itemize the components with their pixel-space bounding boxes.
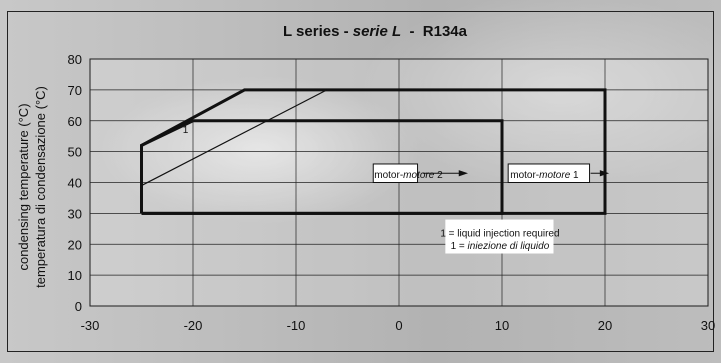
y-tick-label: 80 [68, 52, 82, 67]
y-axis-label-line1: condensing temperature (°C) [16, 103, 31, 270]
y-tick-label: 0 [75, 299, 82, 314]
note-line2: 1 = iniezione di liquido [451, 241, 550, 252]
y-tick-label: 10 [68, 268, 82, 283]
x-tick-label: 0 [395, 318, 402, 333]
x-tick-label: 20 [598, 318, 612, 333]
chart-title-part2: serie L [353, 23, 401, 40]
x-tick-label: -20 [184, 318, 203, 333]
x-tick-label: 30 [701, 318, 715, 333]
x-tick-label: 10 [495, 318, 509, 333]
motor2-label: motor-motore 2 [374, 170, 443, 181]
motor2-arrowhead [458, 170, 469, 177]
y-tick-label: 30 [68, 206, 82, 221]
chart-title-part1: L series - [283, 23, 353, 40]
chart-title: L series - serie L - R134a [283, 23, 468, 40]
x-tick-label: -10 [287, 318, 306, 333]
region-marker: 1 [183, 125, 189, 136]
y-tick-label: 50 [68, 145, 82, 160]
y-tick-label: 40 [68, 176, 82, 191]
x-tick-label: -30 [81, 318, 100, 333]
liquid-injection-line [141, 89, 328, 187]
motor2-label-box [372, 163, 419, 184]
y-tick-label: 60 [68, 114, 82, 129]
motor1-arrowhead [599, 170, 610, 177]
motor1-label: motor-motore 1 [510, 170, 579, 181]
envelope-motor2 [140, 119, 504, 215]
y-tick-label: 70 [68, 83, 82, 98]
chart-frame [7, 11, 714, 352]
note-box [445, 219, 554, 254]
note-line1: 1 = liquid injection required [440, 229, 559, 240]
motor1-label-box [507, 163, 591, 184]
y-axis-label-line2: temperatura di condensazione (°C) [33, 86, 48, 288]
chart-title-part3: - R134a [401, 23, 468, 40]
y-tick-label: 20 [68, 237, 82, 252]
